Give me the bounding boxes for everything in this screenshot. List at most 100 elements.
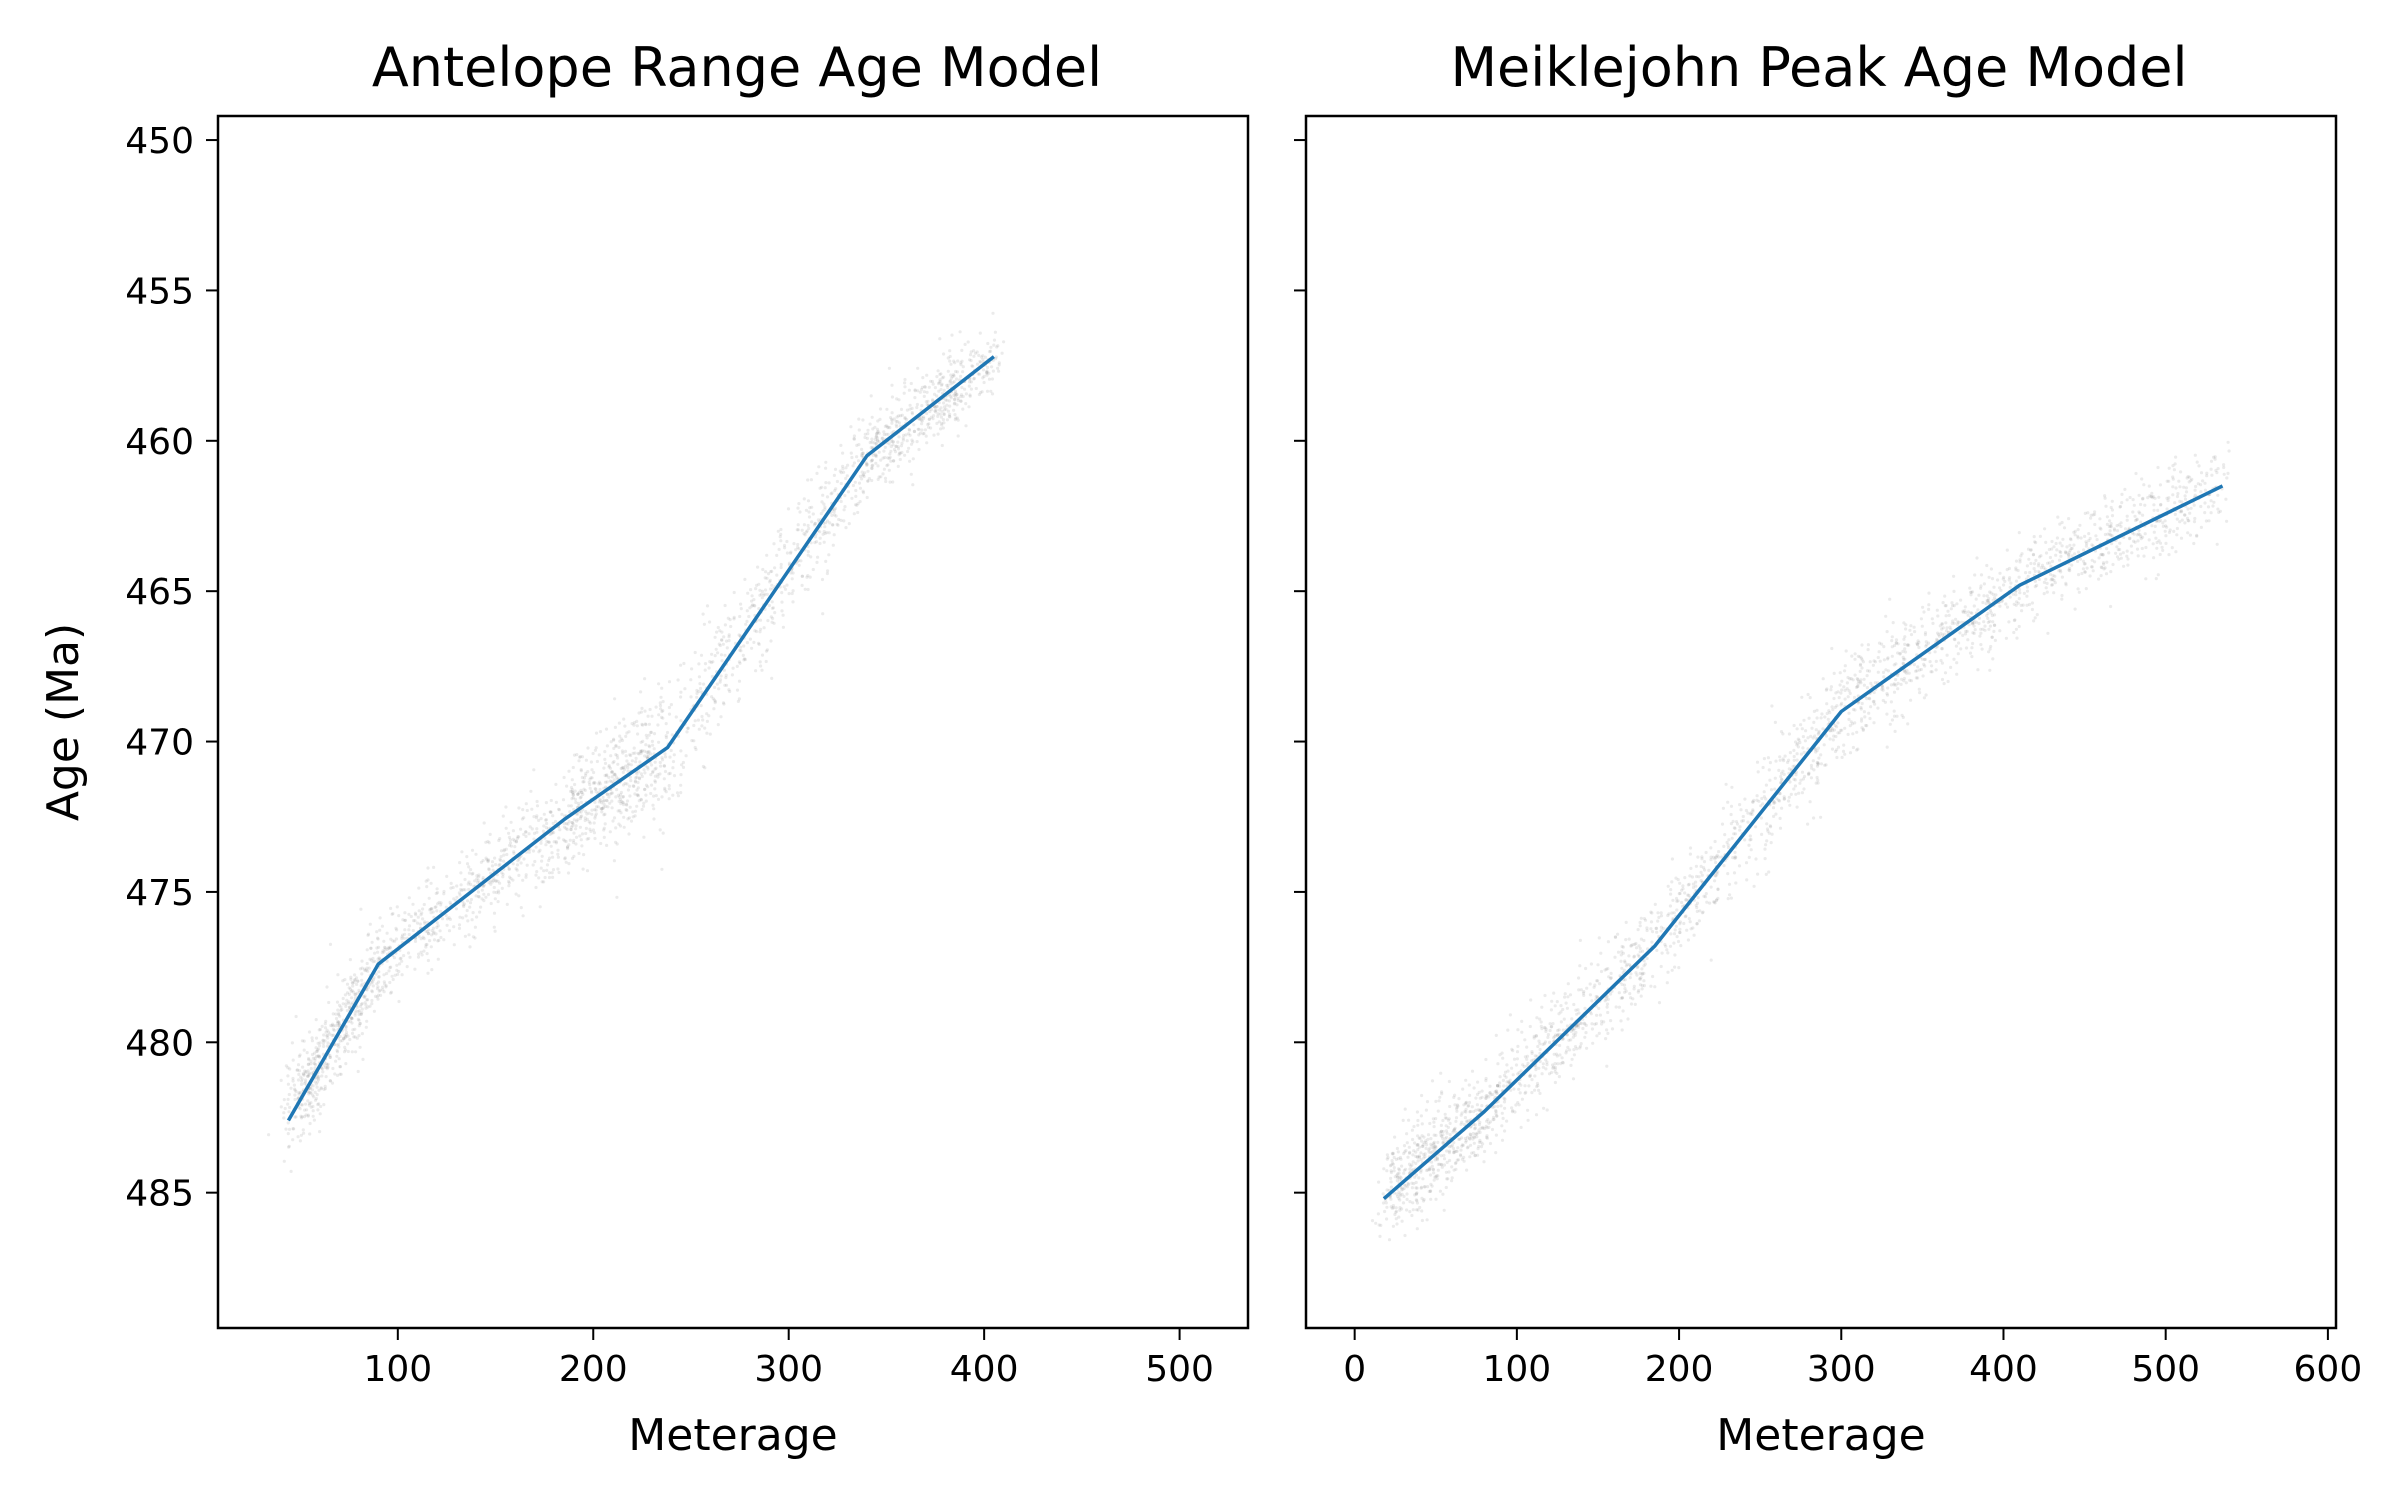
antelope-range-sample-point <box>372 1009 376 1013</box>
meiklejohn-peak-sample-point <box>1405 1185 1409 1189</box>
antelope-range-sample-point <box>579 838 583 842</box>
antelope-range-sample-point <box>979 391 983 395</box>
antelope-range-sample-point <box>652 747 656 751</box>
meiklejohn-peak-sample-point <box>1851 745 1855 750</box>
antelope-range-sample-point <box>369 958 373 962</box>
meiklejohn-peak-sample-point <box>1597 982 1602 986</box>
antelope-range-sample-point <box>861 491 866 495</box>
antelope-range-sample-point <box>754 669 758 673</box>
meiklejohn-peak-sample-point <box>2132 503 2136 507</box>
antelope-range-sample-point <box>861 451 865 455</box>
meiklejohn-peak-sample-point <box>2097 577 2101 581</box>
meiklejohn-peak-sample-point <box>1549 1025 1553 1029</box>
antelope-range-sample-point <box>897 453 901 457</box>
meiklejohn-peak-sample-point <box>1655 948 1659 953</box>
meiklejohn-peak-sample-point <box>1802 750 1806 755</box>
antelope-range-sample-point <box>850 496 854 500</box>
meiklejohn-peak-sample-point <box>1454 1161 1458 1165</box>
antelope-range-sample-point <box>582 780 586 784</box>
antelope-range-sample-point <box>796 545 800 550</box>
antelope-range-sample-point <box>552 840 556 844</box>
meiklejohn-peak-sample-point <box>1550 999 1554 1003</box>
antelope-range-sample-point <box>652 807 656 811</box>
meiklejohn-peak-sample-point <box>1807 716 1811 720</box>
meiklejohn-peak-sample-point <box>1370 1219 1375 1223</box>
antelope-range-sample-point <box>639 710 644 714</box>
antelope-range-sample-point <box>362 967 367 971</box>
meiklejohn-peak-sample-point <box>1806 822 1810 826</box>
antelope-range-sample-point <box>697 727 701 731</box>
meiklejohn-peak-sample-point <box>1543 1026 1547 1030</box>
antelope-range-sample-point <box>282 1159 286 1163</box>
antelope-range-sample-point <box>843 505 847 509</box>
antelope-range-sample-point <box>842 508 846 512</box>
meiklejohn-peak-sample-point <box>1522 1064 1526 1069</box>
antelope-range-sample-point <box>598 730 603 734</box>
antelope-range-sample-point <box>612 760 616 764</box>
antelope-range-sample-point <box>368 922 372 926</box>
antelope-range-sample-point <box>737 679 742 683</box>
antelope-range-sample-point <box>956 434 960 438</box>
antelope-range-sample-point <box>426 971 430 975</box>
antelope-range-sample-point <box>951 374 955 379</box>
antelope-range-sample-point <box>560 812 564 816</box>
antelope-range-sample-point <box>834 487 838 491</box>
meiklejohn-peak-sample-point <box>1397 1190 1401 1194</box>
antelope-range-sample-point <box>967 384 971 388</box>
meiklejohn-peak-sample-point <box>1548 1040 1552 1044</box>
antelope-range-sample-point <box>338 1065 343 1069</box>
antelope-range-sample-point <box>887 442 891 446</box>
antelope-range-sample-point <box>315 1093 319 1097</box>
antelope-range-sample-point <box>649 773 653 777</box>
antelope-range-sample-point <box>742 644 746 648</box>
antelope-range-sample-point <box>385 947 389 952</box>
meiklejohn-peak-sample-point <box>1646 947 1650 951</box>
antelope-range-sample-point <box>535 830 539 834</box>
antelope-range-sample-point <box>513 839 517 843</box>
meiklejohn-peak-sample-point <box>1516 1044 1520 1048</box>
antelope-range-sample-point <box>760 596 764 600</box>
antelope-range-sample-point <box>939 415 944 419</box>
meiklejohn-peak-sample-point <box>1699 879 1703 883</box>
meiklejohn-peak-sample-point <box>1464 1110 1468 1114</box>
antelope-range-sample-point <box>635 772 639 776</box>
antelope-range-sample-point <box>627 832 631 836</box>
meiklejohn-peak-sample-point <box>1400 1207 1404 1211</box>
meiklejohn-peak-sample-point <box>1480 1095 1484 1099</box>
antelope-range-sample-point <box>299 1103 303 1107</box>
antelope-range-sample-point <box>584 810 588 814</box>
antelope-range-sample-point <box>544 843 548 847</box>
meiklejohn-peak-sample-point <box>2017 624 2021 629</box>
antelope-range-sample-point <box>870 415 874 419</box>
antelope-range-sample-point <box>377 975 381 979</box>
meiklejohn-peak-sample-point <box>1797 738 1801 742</box>
meiklejohn-peak-sample-point <box>1773 776 1777 780</box>
meiklejohn-peak-sample-point <box>1475 1132 1479 1136</box>
antelope-range-sample-point <box>621 795 625 799</box>
meiklejohn-peak-sample-point <box>1604 967 1609 971</box>
antelope-range-sample-point <box>923 385 927 389</box>
meiklejohn-peak-sample-point <box>2078 523 2082 527</box>
antelope-range-sample-point <box>310 1036 314 1040</box>
antelope-range-sample-point <box>628 805 632 809</box>
antelope-range-sample-point <box>732 615 736 620</box>
antelope-range-sample-point <box>444 913 448 918</box>
meiklejohn-peak-sample-point <box>1695 922 1699 926</box>
meiklejohn-peak-sample-point <box>1695 905 1699 910</box>
meiklejohn-peak-sample-point <box>1678 927 1682 931</box>
antelope-range-sample-point <box>861 473 865 477</box>
meiklejohn-peak-sample-point <box>1416 1143 1420 1147</box>
antelope-range-sample-point <box>939 387 943 392</box>
meiklejohn-peak-sample-point <box>1730 785 1734 789</box>
antelope-range-sample-point <box>600 807 604 811</box>
antelope-range-sample-point <box>631 815 635 819</box>
meiklejohn-peak-sample-point <box>1979 643 1983 647</box>
antelope-range-sample-point <box>411 902 415 906</box>
meiklejohn-peak-sample-point <box>1393 1175 1397 1179</box>
antelope-range-sample-point <box>316 1041 320 1045</box>
antelope-range-sample-point <box>940 382 944 386</box>
meiklejohn-peak-sample-point <box>1555 1071 1559 1075</box>
antelope-range-sample-point <box>345 998 349 1002</box>
meiklejohn-peak-sample-point <box>1640 949 1645 953</box>
meiklejohn-peak-sample-point <box>1773 787 1777 791</box>
